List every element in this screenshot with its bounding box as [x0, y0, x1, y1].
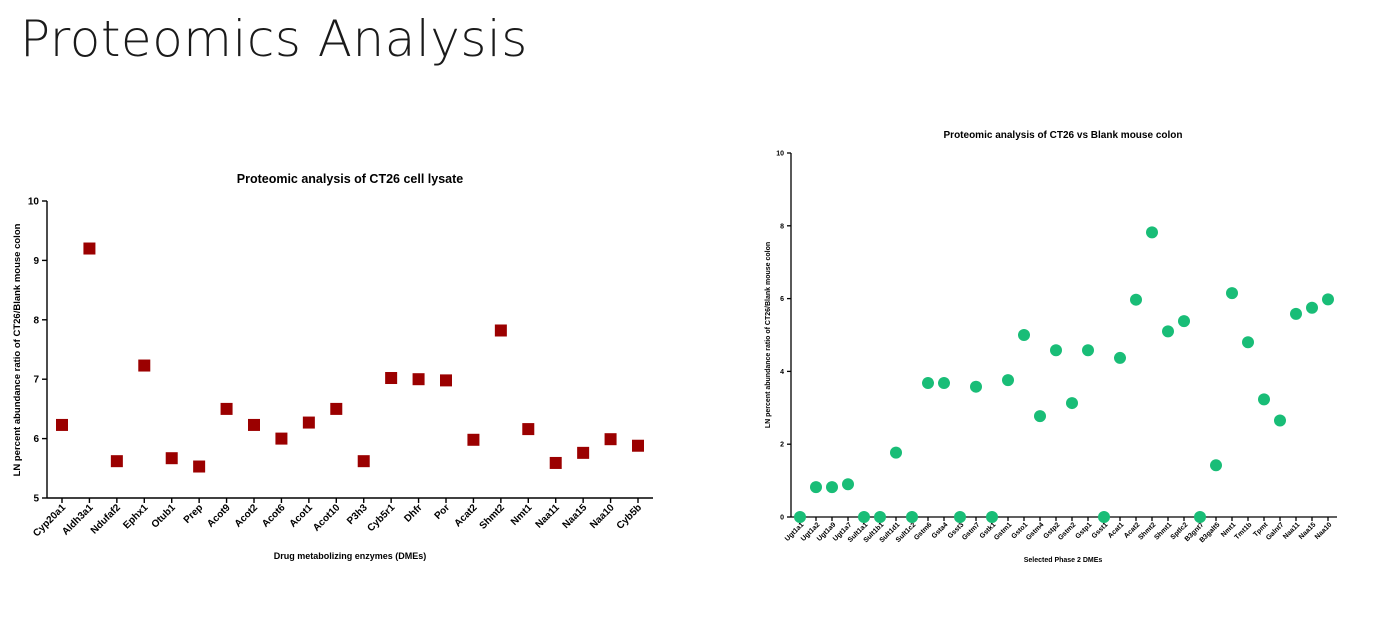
chart-title: Proteomic analysis of CT26 vs Blank mous… [944, 130, 1183, 141]
y-tick-label: 10 [776, 150, 784, 157]
data-point [1194, 511, 1206, 523]
data-point [1082, 344, 1094, 357]
y-tick-label: 9 [33, 256, 39, 267]
y-tick-label: 0 [780, 514, 784, 521]
x-tick-label: Gstp1 [1074, 521, 1093, 540]
data-point [1162, 325, 1174, 338]
y-tick-label: 7 [33, 375, 39, 386]
data-point [1178, 315, 1190, 328]
data-point [110, 455, 123, 468]
data-point [810, 481, 822, 494]
data-point [1226, 287, 1238, 300]
data-point [193, 460, 206, 473]
data-point [938, 377, 950, 390]
x-tick-label: Gsst1 [1091, 521, 1110, 540]
data-point [494, 324, 507, 337]
data-point [1274, 414, 1286, 427]
slide-title: Proteomics Analysis [20, 10, 528, 68]
data-point [1146, 226, 1158, 239]
y-tick-label: 8 [33, 315, 39, 326]
x-tick-label: Gstm1 [993, 521, 1013, 541]
data-point [890, 446, 902, 459]
data-point [412, 373, 425, 386]
data-point [842, 478, 854, 491]
data-point [165, 452, 178, 465]
data-point [1002, 374, 1014, 387]
x-tick-label: Naa10 [1314, 521, 1334, 541]
data-point [467, 433, 480, 446]
data-point [954, 511, 966, 523]
data-point [1114, 351, 1126, 364]
data-point [220, 402, 233, 415]
x-axis-label: Selected Phase 2 DMEs [1024, 557, 1103, 564]
y-tick-label: 8 [780, 223, 784, 230]
data-point [906, 511, 918, 523]
data-point [357, 455, 370, 468]
y-axis-label: LN percent abundance ratio of CT26/Blank… [765, 242, 772, 428]
data-point [1066, 397, 1078, 410]
data-point [1050, 344, 1062, 357]
data-point [56, 418, 68, 431]
x-tick-label: Gstm7 [961, 521, 981, 541]
y-tick-label: 2 [780, 442, 784, 449]
y-axis-label: LN percent abundance ratio of CT26/Blank… [12, 223, 23, 476]
x-tick-label: Gstm4 [1025, 521, 1045, 541]
data-point [794, 511, 806, 523]
data-point [248, 418, 260, 431]
chart-title: Proteomic analysis of CT26 cell lysate [237, 172, 464, 186]
data-point [1210, 459, 1222, 472]
data-point [302, 416, 315, 429]
data-point [577, 446, 590, 459]
y-tick-label: 10 [28, 197, 40, 208]
data-point [522, 423, 535, 436]
data-point [385, 372, 398, 385]
data-point [138, 359, 151, 372]
x-tick-label: Gsta4 [931, 521, 950, 540]
data-point [1242, 336, 1254, 349]
data-point [1130, 293, 1142, 306]
data-point [1322, 293, 1334, 306]
data-point [986, 511, 998, 523]
data-point [604, 433, 617, 446]
data-point [83, 242, 96, 255]
data-point [922, 377, 934, 390]
data-point [440, 374, 452, 387]
data-point [275, 432, 288, 445]
x-tick-label: Acat1 [1107, 521, 1126, 540]
x-axis-label: Drug metabolizing enzymes (DMEs) [274, 551, 427, 561]
data-point [858, 511, 870, 523]
x-tick-label: Tmt1b [1234, 521, 1254, 541]
x-tick-label: Galnt7 [1265, 521, 1285, 541]
data-point [330, 402, 343, 415]
data-point [970, 380, 982, 393]
data-point [1098, 511, 1110, 523]
data-point [1034, 410, 1046, 423]
data-point [1258, 393, 1270, 406]
data-point [1018, 329, 1030, 341]
x-tick-label: Gstm6 [913, 521, 933, 541]
data-point [1290, 307, 1302, 320]
y-tick-label: 6 [780, 296, 784, 303]
y-tick-label: 4 [780, 369, 784, 376]
y-tick-label: 5 [33, 494, 39, 505]
data-point [549, 456, 562, 469]
y-tick-label: 6 [33, 434, 39, 445]
x-tick-label: Gstm2 [1057, 521, 1077, 541]
data-point [874, 511, 886, 523]
data-point [1306, 301, 1318, 314]
data-point [632, 439, 644, 452]
data-point [826, 481, 838, 494]
